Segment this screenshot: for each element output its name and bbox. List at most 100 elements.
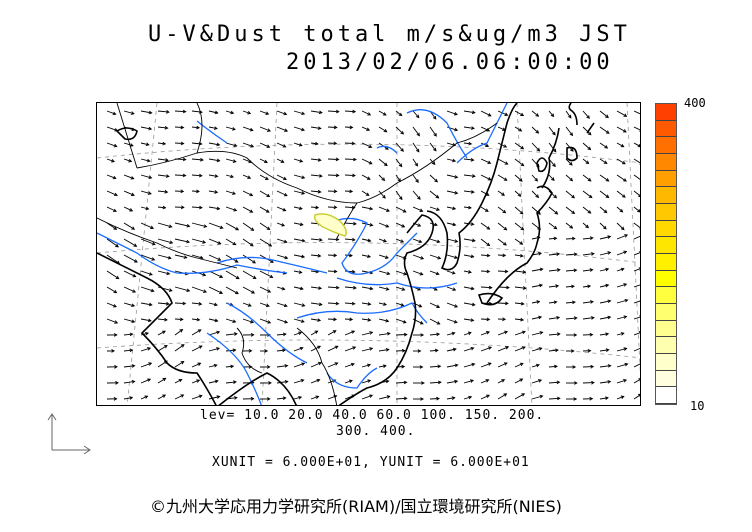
- wind-arrow: [616, 126, 627, 133]
- wind-arrow: [463, 302, 475, 306]
- wind-arrow: [599, 349, 609, 352]
- wind-arrow-head: [165, 158, 169, 162]
- wind-arrow: [616, 222, 625, 230]
- wind-arrow: [497, 270, 508, 273]
- wind-arrow-head: [219, 290, 224, 294]
- wind-arrow-head: [487, 177, 492, 181]
- wind-arrow-head: [383, 128, 388, 133]
- wind-arrow-head: [471, 302, 476, 307]
- wind-arrow: [429, 238, 440, 243]
- wind-arrow: [259, 190, 270, 197]
- wind-arrow-head: [587, 131, 592, 136]
- wind-arrow-head: [351, 237, 356, 242]
- wind-arrow-head: [519, 253, 524, 258]
- wind-arrow: [446, 286, 456, 291]
- wind-arrow-head: [365, 192, 370, 196]
- wind-arrow: [208, 190, 218, 193]
- wind-arrow: [208, 331, 220, 336]
- wind-arrow-head: [419, 321, 424, 325]
- map-canvas: [97, 103, 640, 405]
- wind-arrow-head: [398, 112, 403, 117]
- wind-arrow: [310, 302, 322, 306]
- wind-arrow: [327, 270, 337, 273]
- wind-arrow: [497, 158, 508, 165]
- wind-arrow-head: [607, 235, 612, 239]
- wind-arrow: [310, 110, 322, 114]
- wind-arrow: [531, 364, 540, 368]
- wind-arrow: [463, 142, 472, 145]
- wind-arrow-head: [128, 158, 133, 163]
- wind-arrow: [565, 301, 576, 304]
- wind-arrow-head: [487, 362, 492, 366]
- wind-arrow-head: [250, 243, 254, 247]
- wind-arrow-head: [403, 396, 408, 401]
- wind-arrow: [599, 381, 611, 384]
- wind-arrow: [446, 110, 458, 116]
- wind-arrow-head: [433, 287, 438, 291]
- wind-arrow: [395, 381, 407, 384]
- contour-levels-line1: lev= 10.0 20.0 40.0 60.0 100. 150. 200.: [200, 408, 545, 423]
- wind-arrow-head: [401, 287, 406, 291]
- wind-arrow-head: [301, 254, 306, 259]
- wind-arrow: [310, 238, 322, 241]
- wind-arrow-head: [333, 269, 338, 274]
- wind-arrow-head: [214, 379, 219, 384]
- wind-arrow-head: [196, 189, 200, 194]
- wind-arrow: [157, 206, 166, 209]
- wind-arrow-head: [214, 110, 219, 115]
- wind-arrow: [463, 254, 474, 258]
- wind-arrow: [174, 329, 183, 336]
- wind-arrow-head: [199, 205, 203, 210]
- wind-arrow-head: [539, 331, 544, 335]
- rivers: [97, 103, 508, 405]
- wind-arrow-head: [214, 174, 219, 178]
- wind-arrow-head: [605, 267, 610, 272]
- wind-arrow: [446, 190, 458, 194]
- wind-arrow: [225, 365, 234, 368]
- wind-arrow: [633, 332, 640, 336]
- wind-arrow-head: [369, 286, 374, 291]
- wind-arrow: [191, 254, 203, 259]
- wind-arrow: [293, 331, 302, 336]
- wind-arrow: [140, 206, 149, 210]
- wind-arrow: [225, 110, 234, 114]
- wind-arrow-head: [166, 271, 171, 276]
- wind-arrow-head: [316, 378, 321, 383]
- wind-arrow-head: [401, 224, 406, 228]
- wind-arrow-head: [318, 302, 323, 307]
- wind-arrow-head: [471, 126, 475, 130]
- wind-arrow-head: [415, 179, 419, 183]
- wind-arrow: [480, 190, 490, 196]
- wind-arrow-head: [180, 205, 185, 210]
- wind-arrow: [174, 379, 182, 384]
- wind-arrow: [361, 286, 373, 290]
- wind-arrow-head: [604, 145, 609, 149]
- copyright-notice: ©九州大学応用力学研究所(RIAM)/国立環境研究所(NIES): [150, 497, 562, 516]
- dust-wind-map: [96, 102, 641, 406]
- wind-arrow: [582, 253, 594, 256]
- wind-arrow-head: [198, 173, 203, 178]
- wind-arrow: [276, 222, 285, 227]
- wind-arrow-head: [451, 396, 456, 400]
- wind-arrow-head: [198, 345, 203, 349]
- wind-arrow-head: [317, 318, 322, 322]
- wind-arrow-head: [467, 270, 472, 274]
- reference-vector-axes-icon: [47, 413, 91, 455]
- wind-arrow-head: [252, 275, 257, 279]
- wind-arrow-head: [248, 349, 253, 353]
- wind-arrow: [242, 302, 252, 307]
- wind-arrow: [310, 318, 321, 321]
- wind-arrow-head: [385, 318, 390, 323]
- wind-arrow: [157, 394, 166, 400]
- wind-arrow-head: [587, 348, 592, 353]
- wind-arrow-head: [266, 226, 271, 231]
- wind-arrow-head: [400, 239, 405, 243]
- wind-arrow-head: [573, 333, 578, 337]
- wind-arrow: [395, 174, 401, 182]
- wind-arrow: [633, 158, 640, 164]
- wind-arrow: [259, 302, 270, 307]
- wind-arrow: [174, 222, 190, 227]
- wind-arrow-head: [164, 189, 169, 194]
- wind-arrow: [429, 126, 437, 137]
- wind-arrow-head: [415, 148, 420, 153]
